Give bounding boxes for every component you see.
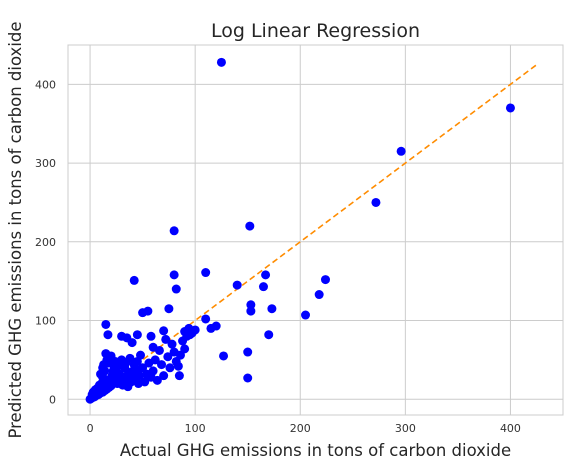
scatter-point — [169, 270, 179, 280]
scatter-point — [264, 330, 274, 340]
scatter-point — [201, 314, 211, 324]
scatter-point — [103, 330, 113, 340]
scatter-point — [243, 373, 253, 383]
scatter-point — [505, 103, 515, 113]
x-tick-label: 200 — [290, 422, 311, 435]
scatter-point — [173, 361, 183, 371]
scatter-point — [165, 363, 175, 373]
scatter-point — [246, 306, 256, 316]
scatter-point — [136, 350, 146, 360]
scatter-point — [101, 319, 111, 329]
scatter-point — [159, 326, 169, 336]
scatter-point — [140, 377, 150, 387]
scatter-point — [171, 284, 181, 294]
scatter-point — [148, 366, 158, 376]
chart-title: Log Linear Regression — [211, 20, 420, 42]
scatter-point — [201, 268, 211, 278]
scatter-point — [163, 352, 173, 362]
scatter-points-layer — [85, 57, 515, 404]
scatter-point — [159, 371, 169, 381]
y-tick-label: 400 — [35, 78, 56, 91]
scatter-point — [129, 275, 139, 285]
scatter-point — [301, 310, 311, 320]
x-tick-label: 100 — [185, 422, 206, 435]
scatter-point — [127, 338, 137, 348]
plot-frame — [67, 44, 564, 416]
scatter-point — [243, 347, 253, 357]
scatter-point — [161, 334, 171, 344]
scatter-point — [169, 226, 179, 236]
y-tick-label: 100 — [35, 315, 56, 328]
y-tick-label: 300 — [35, 157, 56, 170]
scatter-point — [219, 351, 229, 361]
scatter-point — [157, 360, 167, 370]
scatter-point — [152, 375, 162, 385]
grid-layer — [68, 45, 563, 415]
tick-layer: 0 100 200 300 400 0 100 200 300 400 — [35, 78, 521, 435]
scatter-point — [320, 275, 330, 285]
scatter-point — [167, 339, 177, 349]
scatter-point — [150, 355, 160, 365]
scatter-point — [216, 57, 226, 67]
scatter-point — [396, 146, 406, 156]
scatter-point — [106, 351, 116, 361]
scatter-point — [180, 344, 190, 354]
scatter-point — [134, 371, 144, 381]
reference-line-layer — [89, 64, 538, 400]
scatter-point — [146, 331, 156, 341]
scatter-point — [246, 300, 256, 310]
y-axis-title: Predicted GHG emissions in tons of carbo… — [6, 21, 25, 438]
scatter-point — [261, 270, 271, 280]
scatter-point — [174, 371, 184, 381]
scatter-point — [148, 342, 158, 352]
x-tick-label: 400 — [500, 422, 521, 435]
reference-line — [89, 64, 538, 400]
scatter-point — [258, 282, 268, 292]
x-tick-label: 300 — [395, 422, 416, 435]
y-tick-label: 200 — [35, 236, 56, 249]
scatter-point — [245, 221, 255, 231]
x-axis-title: Actual GHG emissions in tons of carbon d… — [120, 441, 511, 460]
scatter-point — [211, 321, 221, 331]
scatter-point — [164, 304, 174, 314]
scatter-point — [232, 280, 242, 290]
scatter-point — [371, 197, 381, 207]
scatter-point — [132, 330, 142, 340]
scatter-point — [143, 306, 153, 316]
scatter-point — [267, 304, 277, 314]
x-tick-label: 0 — [87, 422, 94, 435]
scatter-point — [185, 330, 195, 340]
scatter-point — [314, 290, 324, 300]
y-tick-label: 0 — [49, 393, 56, 406]
